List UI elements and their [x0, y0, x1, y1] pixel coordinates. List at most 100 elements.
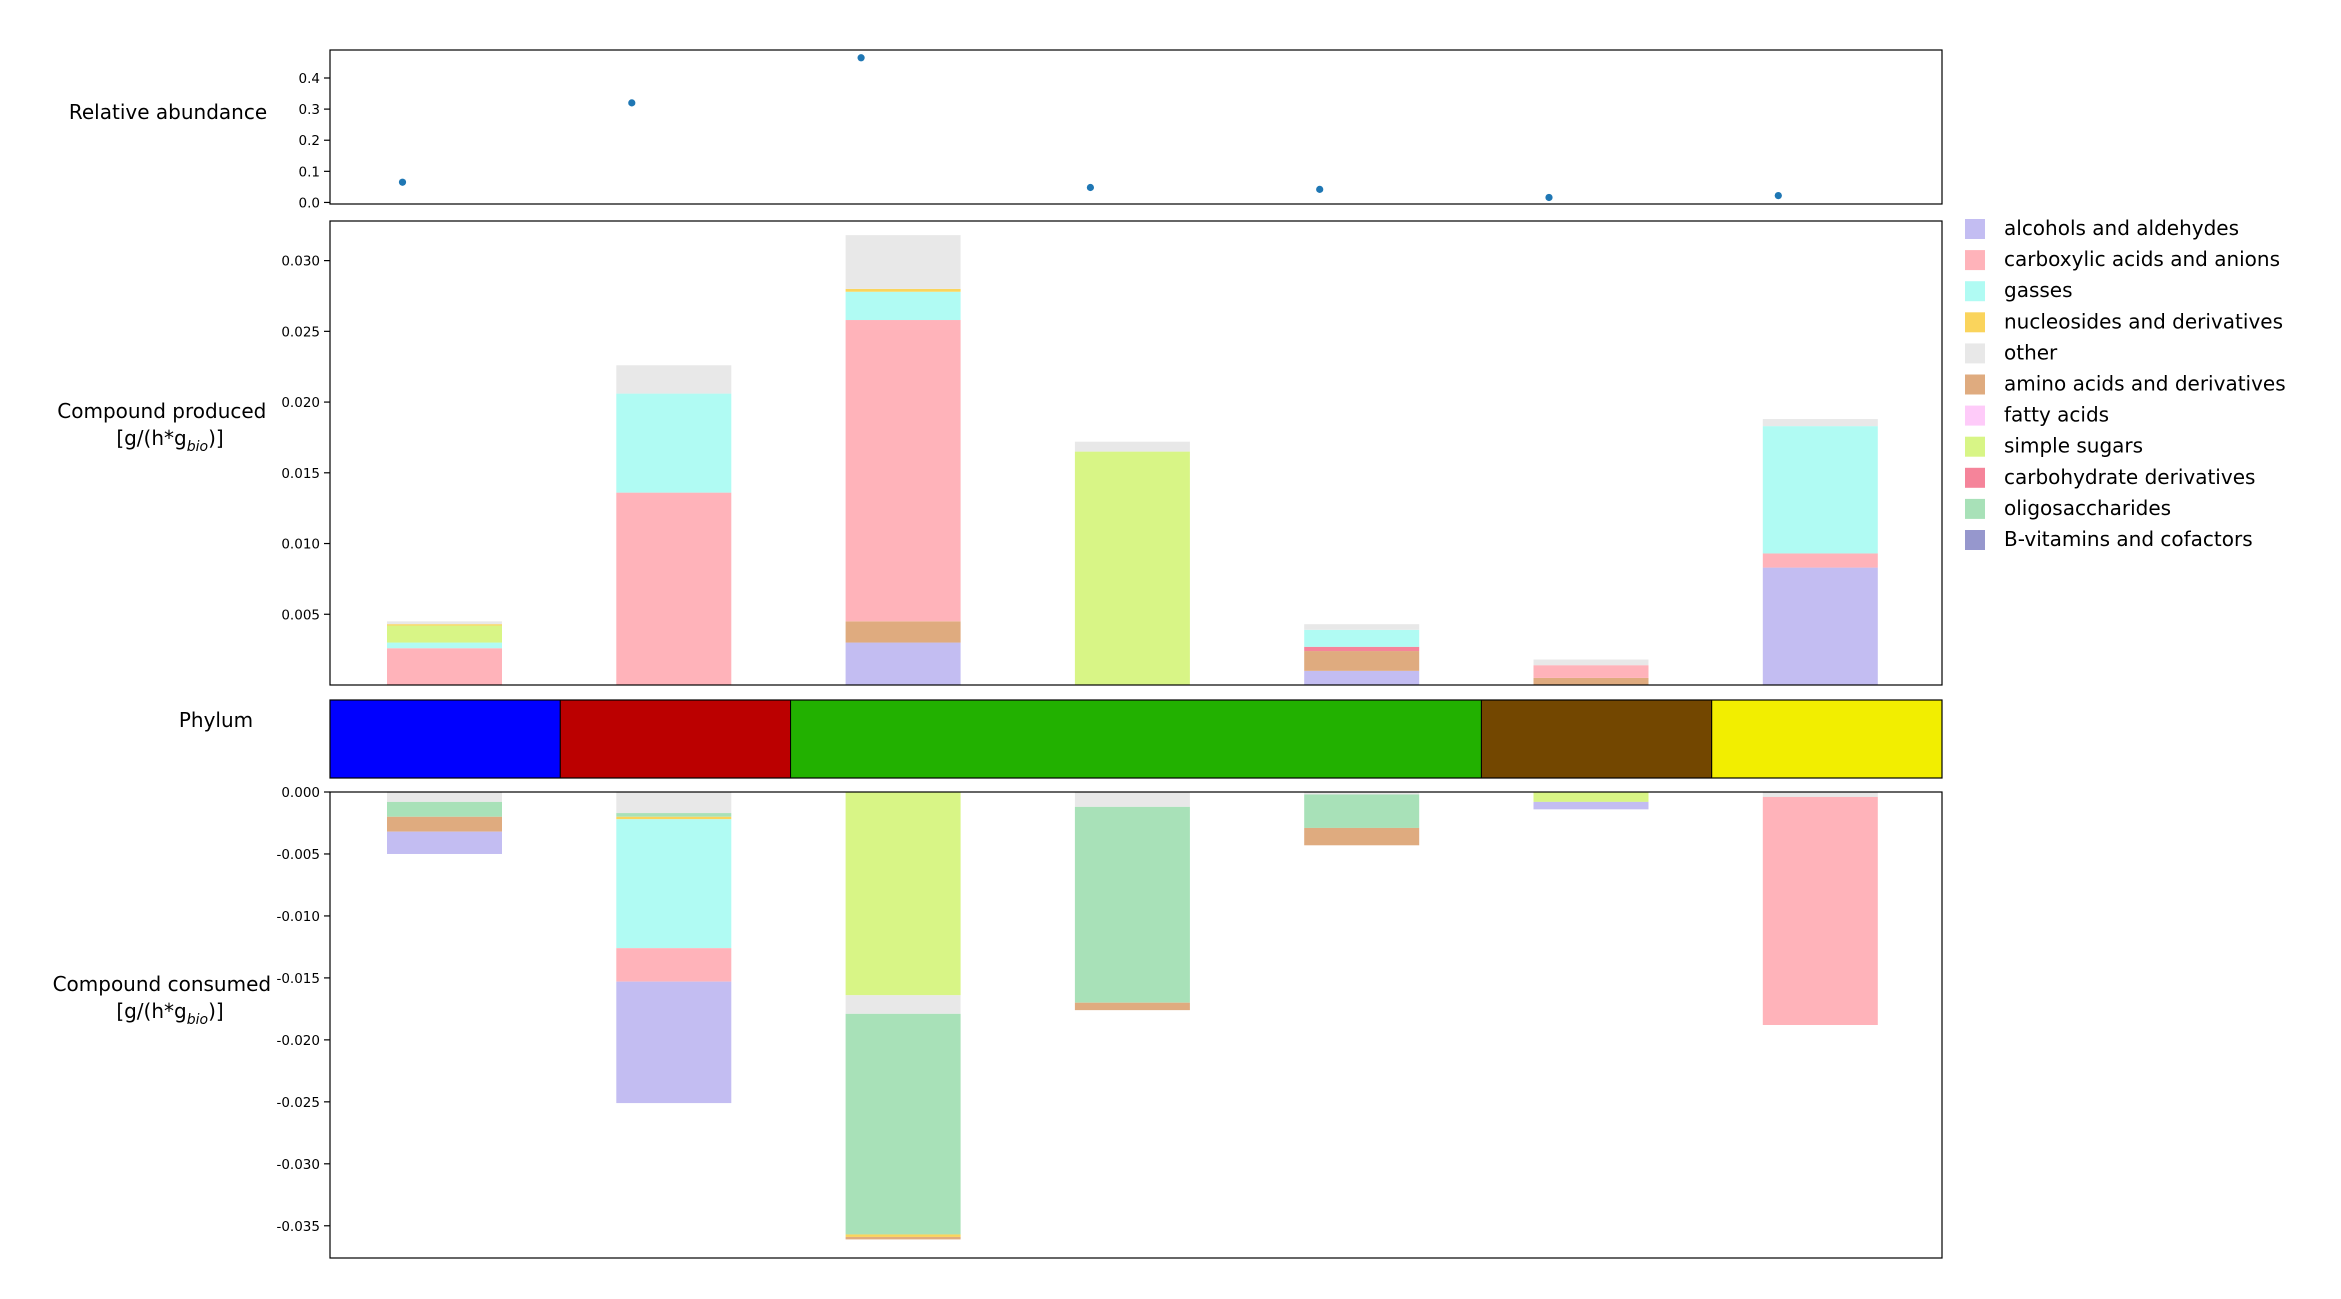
bar-segment [1762, 792, 1878, 797]
bar-segment [1304, 792, 1420, 795]
bar-segment [845, 320, 961, 622]
ytick-label: 0.025 [281, 324, 320, 340]
ytick-label: -0.020 [276, 1033, 320, 1049]
abundance-point [1774, 192, 1782, 200]
abundance-point [1316, 185, 1324, 193]
legend-item: oligosaccharides [1965, 496, 2171, 520]
bar-segment [616, 981, 732, 1104]
legend-item: other [1965, 340, 2058, 364]
bar-segment [845, 235, 961, 289]
bar-segment [845, 291, 961, 321]
produced-bars [387, 235, 1878, 685]
legend-item: gasses [1965, 278, 2073, 302]
legend: alcohols and aldehydes carboxylic acids a… [1965, 216, 2286, 551]
bar-segment [845, 1234, 961, 1237]
legend-swatch [1965, 343, 1985, 364]
bar-segment [1762, 426, 1878, 554]
legend-swatch [1965, 250, 1985, 271]
ytick-label: 0.015 [281, 466, 320, 482]
bar-segment [616, 393, 732, 493]
legend-swatch [1965, 436, 1985, 457]
bar-segment [1074, 806, 1190, 1003]
bar-segment [387, 648, 502, 685]
legend-item: carbohydrate derivatives [1965, 465, 2255, 489]
ytick-label: 0.000 [281, 785, 320, 801]
bar-segment [845, 995, 961, 1014]
ytick-label: -0.015 [276, 971, 320, 987]
phylum-cell [790, 699, 1482, 779]
bar-segment [387, 792, 502, 802]
legend-swatch [1965, 312, 1985, 333]
consumed-unit-pre: [g/(h*g [116, 999, 186, 1023]
phylum-ylabel: Phylum [179, 708, 253, 732]
ytick-label: 0.005 [281, 607, 320, 623]
produced-unit-sub: bio [187, 439, 208, 455]
phylum-cell [329, 699, 561, 779]
bar-segment [1533, 677, 1649, 685]
legend-swatch [1965, 467, 1985, 488]
consumed-unit-post: )] [208, 999, 224, 1023]
bar-segment [387, 801, 502, 817]
bar-segment [1762, 419, 1878, 427]
consumed-plot-frame [329, 791, 1943, 1259]
legend-item: nucleosides and derivatives [1965, 309, 2283, 333]
bar-segment [845, 642, 961, 685]
legend-swatch [1965, 281, 1985, 302]
ytick-label: 0.4 [299, 71, 320, 87]
bar-segment [616, 365, 732, 394]
bar-segment [387, 816, 502, 832]
bar-segment [1304, 651, 1420, 671]
bar-segment [1762, 553, 1878, 568]
consumed-ylabel: Compound consumed [g/(h*gbio)] [53, 972, 278, 1028]
phylum-cell [559, 699, 792, 779]
bar-segment [1074, 1002, 1190, 1011]
bar-segment [387, 624, 502, 626]
legend-label: B-vitamins and cofactors [2004, 527, 2253, 551]
ytick-label: 0.3 [299, 102, 320, 118]
abundance-ylabel: Relative abundance [69, 100, 267, 124]
bar-segment [616, 792, 732, 814]
legend-swatch [1965, 374, 1985, 395]
legend-label: simple sugars [2004, 434, 2143, 458]
consumed-bars [387, 792, 1878, 1240]
abundance-point [857, 54, 865, 62]
ytick-label: -0.030 [276, 1157, 320, 1173]
bar-segment [1304, 827, 1420, 846]
bar-segment [616, 492, 732, 685]
bar-segment [1304, 670, 1420, 685]
abundance-point [398, 178, 407, 186]
bar-segment [1533, 792, 1649, 802]
produced-ylabel-line1: Compound produced [57, 399, 266, 423]
bar-segment [387, 831, 502, 854]
bar-segment [1533, 665, 1649, 678]
ytick-label: -0.010 [276, 909, 320, 925]
consumed-unit-sub: bio [187, 1012, 208, 1028]
legend-label: oligosaccharides [2004, 496, 2171, 520]
abundance-panel: Relative abundance 0.0 0.1 0.2 0.3 0.4 [69, 49, 1943, 211]
ytick-label: -0.035 [276, 1219, 320, 1235]
produced-unit-pre: [g/(h*g [116, 426, 186, 450]
legend-label: nucleosides and derivatives [2004, 309, 2283, 333]
consumed-ylabel-line1: Compound consumed [53, 972, 272, 996]
abundance-point [1545, 193, 1553, 202]
bar-segment [387, 642, 502, 649]
ytick-label: 0.030 [281, 254, 320, 270]
legend-item: alcohols and aldehydes [1965, 216, 2239, 240]
ytick-label: -0.025 [276, 1095, 320, 1111]
bar-segment [845, 288, 961, 292]
legend-item: simple sugars [1965, 434, 2143, 458]
bar-segment [1304, 624, 1420, 630]
ytick-label: 0.0 [299, 195, 320, 211]
legend-label: fatty acids [2004, 403, 2109, 427]
bar-segment [616, 813, 732, 817]
bar-segment [845, 792, 961, 996]
ytick-label: 0.010 [281, 537, 320, 553]
legend-label: carbohydrate derivatives [2004, 465, 2255, 489]
ytick-label: 0.1 [299, 164, 320, 180]
legend-swatch [1965, 530, 1985, 550]
bar-segment [845, 1236, 961, 1240]
bar-segment [616, 819, 732, 949]
legend-swatch [1965, 498, 1985, 519]
consumed-ylabel-line2: [g/(h*gbio)] [116, 999, 223, 1028]
